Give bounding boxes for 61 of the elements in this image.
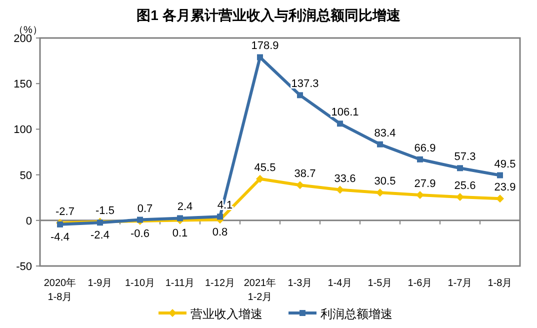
point [456,193,464,202]
point [257,54,263,60]
point [217,214,223,220]
data-label: 33.6 [334,172,356,185]
data-label: 57.3 [454,151,476,164]
point [336,186,344,194]
y-tick-label: 50 [20,170,32,182]
point [377,141,383,148]
x-tick-label: 1-10月 [124,278,156,289]
data-label: 137.3 [291,78,319,90]
data-label: -0.6 [130,228,150,240]
data-label: -2.4 [90,230,110,242]
point [296,181,304,190]
data-label: 2.4 [177,201,193,214]
data-label: 106.1 [331,106,359,119]
data-label: -4.4 [50,231,70,244]
x-tick-label: 1-7月 [448,278,472,289]
y-tick-label: 0 [26,215,32,228]
data-label: -1.5 [96,204,114,217]
data-label: 178.9 [251,40,279,52]
point [297,92,303,98]
point [497,172,503,178]
x-tick-label: 1-4月 [328,278,352,289]
x-tick-label: 1-5月 [368,278,392,289]
y-tick-label: -50 [16,261,32,273]
data-label: 0.8 [212,226,228,239]
x-tick-label: 2020年 1-8月 [44,277,76,303]
x-tick-label: 1-11月 [165,278,195,289]
point [177,215,183,222]
data-label: 27.9 [414,178,436,190]
x-tick-label: 1-9月 [88,278,112,289]
data-label: 45.5 [254,162,276,174]
y-tick-label: 150 [14,78,32,91]
point [416,190,424,199]
point [457,165,463,172]
data-label: 66.9 [414,142,436,154]
legend-label: 利润总额增速 [320,307,392,321]
data-label: 0.7 [137,202,153,215]
point [57,221,63,228]
x-tick-label: 1-6月 [408,278,432,289]
point [337,120,343,127]
point [376,188,384,197]
x-tick-label: 1-8月 [488,278,512,289]
data-label: 49.5 [494,158,516,170]
point [256,174,264,183]
x-tick-label: 2021年 1-2月 [244,277,276,303]
data-label: 23.9 [494,182,516,194]
x-tick-label: 1-12月 [204,278,236,289]
data-label: 0.1 [172,227,188,240]
y-tick-label: 200 [14,33,32,45]
point [496,194,504,203]
data-label: 25.6 [454,180,476,192]
y-tick-label: 100 [14,124,32,136]
data-label: 38.7 [294,168,316,180]
data-label: -2.7 [56,206,74,218]
x-tick-label: 1-3月 [288,278,312,289]
data-label: 83.4 [374,127,396,140]
legend-label: 营业收入增速 [190,307,262,321]
data-label: 30.5 [374,176,396,188]
chart-title: 图1 各月累计营业收入与利润总额同比增速 [136,7,402,23]
point [417,156,423,162]
